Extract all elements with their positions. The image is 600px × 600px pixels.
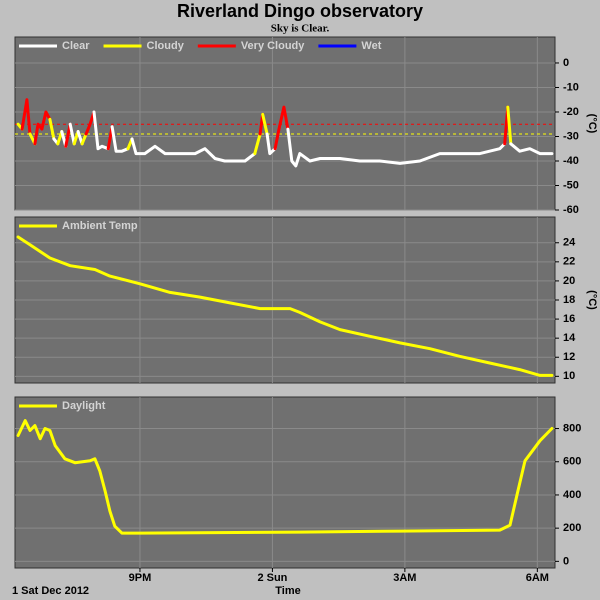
y-tick-label: -60 bbox=[563, 204, 579, 216]
data-line bbox=[92, 110, 110, 151]
legend-label: Daylight bbox=[62, 400, 106, 412]
y-tick-label: 16 bbox=[563, 313, 575, 325]
y-tick-label: 400 bbox=[563, 489, 581, 501]
data-line bbox=[253, 132, 262, 156]
y-tick-label: -20 bbox=[563, 106, 579, 118]
y-tick-label: 18 bbox=[563, 294, 575, 306]
data-line bbox=[110, 125, 130, 153]
data-line bbox=[273, 105, 290, 151]
y-tick-label: -50 bbox=[563, 179, 579, 191]
y-tick-label: 20 bbox=[563, 275, 575, 287]
data-line bbox=[16, 235, 554, 377]
y-tick-label: 0 bbox=[563, 57, 569, 69]
x-tick-label: 9PM bbox=[129, 572, 152, 584]
y-tick-label: 22 bbox=[563, 256, 575, 268]
x-tick-label: 3AM bbox=[393, 572, 416, 584]
data-line bbox=[16, 419, 554, 535]
y-axis-title: (°C) bbox=[586, 290, 598, 310]
x-tick-label: 2 Sun bbox=[257, 572, 287, 584]
y-tick-label: 12 bbox=[563, 351, 575, 363]
legend-label: Clear bbox=[62, 40, 90, 52]
legend-label: Very Cloudy bbox=[241, 40, 305, 52]
y-tick-label: 0 bbox=[563, 555, 569, 567]
x-tick-label: 6AM bbox=[526, 572, 549, 584]
chart-subtitle: Sky is Clear. bbox=[271, 23, 330, 35]
y-tick-label: -30 bbox=[563, 130, 579, 142]
legend-label: Wet bbox=[361, 40, 381, 52]
date-label: 1 Sat Dec 2012 bbox=[12, 585, 89, 597]
data-line bbox=[48, 117, 56, 141]
chart-title: Riverland Dingo observatory bbox=[177, 1, 423, 21]
data-line bbox=[509, 142, 554, 156]
plot-area bbox=[14, 396, 556, 569]
legend-label: Cloudy bbox=[147, 40, 185, 52]
y-tick-label: 200 bbox=[563, 522, 581, 534]
y-axis-title: (°C) bbox=[586, 114, 598, 134]
data-line bbox=[20, 98, 32, 136]
y-tick-label: -10 bbox=[563, 81, 579, 93]
data-line bbox=[84, 110, 96, 136]
data-line bbox=[80, 132, 88, 146]
plot-area bbox=[14, 36, 556, 211]
data-line bbox=[265, 132, 277, 156]
legend-label: Ambient Temp bbox=[62, 220, 138, 232]
data-line bbox=[261, 112, 269, 136]
data-line bbox=[506, 105, 513, 146]
y-tick-label: 24 bbox=[563, 237, 576, 249]
y-tick-label: 800 bbox=[563, 422, 581, 434]
data-line bbox=[286, 127, 507, 168]
data-line bbox=[68, 122, 76, 146]
y-tick-label: 10 bbox=[563, 370, 575, 382]
y-tick-label: -40 bbox=[563, 155, 579, 167]
y-tick-label: 600 bbox=[563, 456, 581, 468]
data-line bbox=[130, 137, 257, 163]
x-axis-title: Time bbox=[275, 585, 300, 597]
data-line bbox=[33, 110, 52, 146]
y-tick-label: 14 bbox=[563, 332, 576, 344]
